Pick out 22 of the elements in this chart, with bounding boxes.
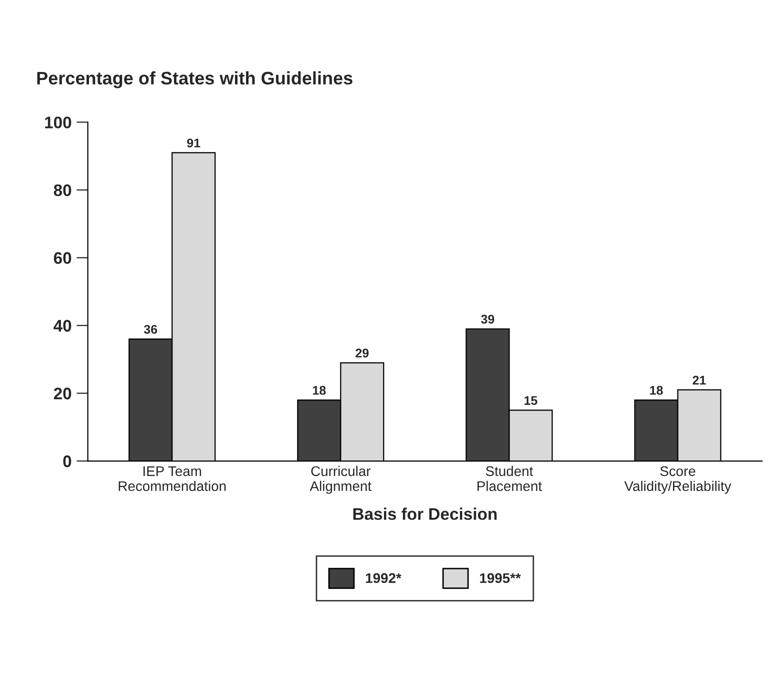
y-tick-label: 60 (54, 252, 72, 264)
chart-title: Percentage of States with Guidelines (37, 71, 352, 88)
x-tick-label: Curricular Alignment (310, 466, 372, 494)
data-label: 15 (524, 396, 538, 405)
x-tick-label: Score Validity/Reliability (624, 466, 732, 494)
y-tick-label: 100 (45, 116, 72, 128)
y-tick-label: 80 (54, 184, 72, 196)
data-label: 18 (650, 386, 663, 395)
y-tick-label: 40 (54, 320, 72, 332)
data-label: 36 (144, 324, 158, 334)
x-tick-label: IEP Team Recommendation (118, 466, 226, 492)
y-tick-label: 0 (63, 455, 72, 468)
data-label: 18 (312, 386, 326, 395)
data-label: 21 (692, 376, 706, 384)
data-label: 91 (187, 138, 200, 148)
x-axis-title: Basis for Decision (353, 508, 497, 520)
data-label: 39 (481, 314, 494, 324)
data-label: 29 (356, 348, 369, 358)
legend-label: 1995** (480, 573, 521, 584)
legend-label: 1992* (366, 573, 402, 584)
y-tick-label: 20 (54, 388, 72, 400)
x-tick-label: Student Placement (478, 466, 542, 492)
